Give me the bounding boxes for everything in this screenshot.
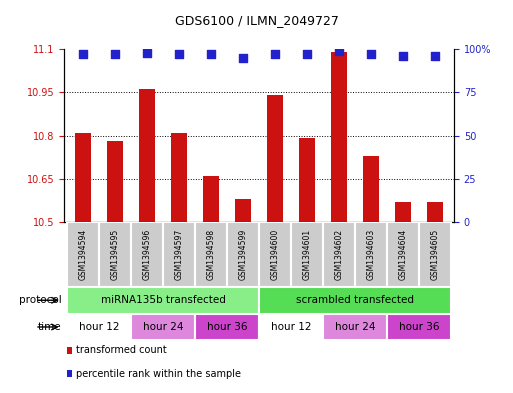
Text: GSM1394602: GSM1394602 xyxy=(334,229,344,280)
Point xyxy=(79,51,87,57)
Text: hour 24: hour 24 xyxy=(143,322,184,332)
Text: time: time xyxy=(38,322,62,332)
Text: GSM1394595: GSM1394595 xyxy=(111,229,120,280)
Bar xyxy=(139,90,155,222)
Point xyxy=(175,51,183,57)
Bar xyxy=(171,133,187,222)
Bar xyxy=(323,222,355,287)
Bar xyxy=(67,314,131,340)
Text: hour 36: hour 36 xyxy=(399,322,439,332)
Text: transformed count: transformed count xyxy=(76,345,167,355)
Bar xyxy=(107,141,123,222)
Text: GSM1394599: GSM1394599 xyxy=(239,229,248,280)
Bar xyxy=(395,202,411,222)
Bar xyxy=(235,199,251,222)
Bar xyxy=(131,314,195,340)
Bar xyxy=(163,222,195,287)
Text: GSM1394598: GSM1394598 xyxy=(207,229,215,280)
Point xyxy=(335,48,343,54)
Text: GSM1394596: GSM1394596 xyxy=(143,229,152,280)
Bar xyxy=(291,222,323,287)
Point xyxy=(303,51,311,57)
Text: protocol: protocol xyxy=(19,295,62,305)
Bar xyxy=(259,314,323,340)
Point xyxy=(111,51,120,57)
Bar xyxy=(331,52,347,222)
Point xyxy=(207,51,215,57)
Bar xyxy=(355,222,387,287)
Text: scrambled transfected: scrambled transfected xyxy=(296,295,414,305)
Bar xyxy=(67,287,259,314)
Text: GSM1394604: GSM1394604 xyxy=(399,229,407,280)
Bar xyxy=(363,156,379,222)
Text: hour 36: hour 36 xyxy=(207,322,247,332)
Bar xyxy=(227,222,259,287)
Bar xyxy=(195,314,259,340)
Point xyxy=(271,51,279,57)
Bar xyxy=(75,133,91,222)
Bar xyxy=(299,138,315,222)
Bar xyxy=(203,176,219,222)
Text: hour 12: hour 12 xyxy=(271,322,311,332)
Text: miRNA135b transfected: miRNA135b transfected xyxy=(101,295,226,305)
Text: GSM1394594: GSM1394594 xyxy=(79,229,88,280)
Bar xyxy=(387,222,419,287)
Text: GSM1394597: GSM1394597 xyxy=(174,229,184,280)
Bar xyxy=(267,95,283,222)
Text: percentile rank within the sample: percentile rank within the sample xyxy=(76,369,241,379)
Point xyxy=(239,55,247,61)
Bar xyxy=(131,222,163,287)
Text: GSM1394603: GSM1394603 xyxy=(366,229,376,280)
Bar xyxy=(67,222,100,287)
Bar xyxy=(195,222,227,287)
Text: hour 24: hour 24 xyxy=(334,322,375,332)
Text: GSM1394600: GSM1394600 xyxy=(270,229,280,280)
Text: GDS6100 / ILMN_2049727: GDS6100 / ILMN_2049727 xyxy=(174,14,339,27)
Point xyxy=(367,51,375,57)
Text: GSM1394601: GSM1394601 xyxy=(303,229,311,280)
Bar xyxy=(259,287,451,314)
Point xyxy=(399,53,407,59)
Text: GSM1394605: GSM1394605 xyxy=(430,229,439,280)
Bar xyxy=(100,222,131,287)
Text: hour 12: hour 12 xyxy=(79,322,120,332)
Bar xyxy=(323,314,387,340)
Bar xyxy=(419,222,451,287)
Bar xyxy=(427,202,443,222)
Point xyxy=(143,50,151,56)
Bar xyxy=(259,222,291,287)
Bar xyxy=(387,314,451,340)
Point xyxy=(431,53,439,59)
